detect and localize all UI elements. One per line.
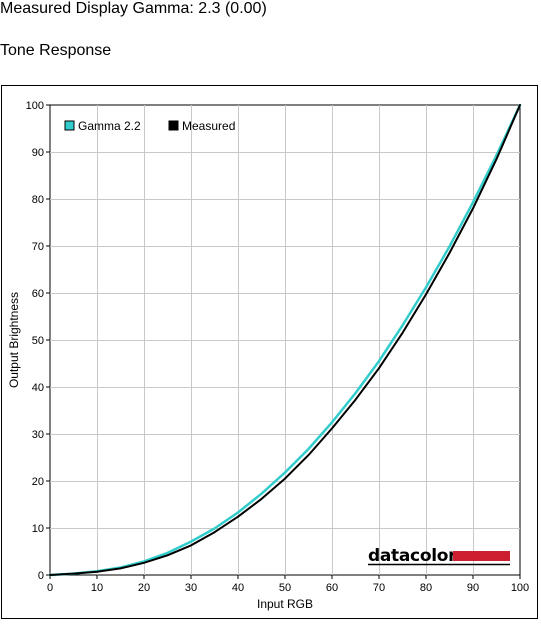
x-tick-label: 60 xyxy=(326,582,338,594)
datacolor-logo: datacolor xyxy=(368,546,510,566)
x-tick-label: 40 xyxy=(232,582,244,594)
y-tick-label: 10 xyxy=(32,523,44,535)
y-tick-label: 100 xyxy=(26,100,44,112)
series-line-measured xyxy=(49,104,521,576)
y-tick-label: 0 xyxy=(38,570,44,582)
y-tick-label: 30 xyxy=(32,429,44,441)
x-tick-label: 100 xyxy=(511,582,529,594)
y-tick-label: 40 xyxy=(32,382,44,394)
x-tick-label: 90 xyxy=(467,582,479,594)
legend-label: Measured xyxy=(182,119,235,133)
legend: Gamma 2.2 Measured xyxy=(64,119,235,133)
x-tick-label: 70 xyxy=(373,582,385,594)
series-lines xyxy=(48,103,522,577)
series-line-gamma-2-2 xyxy=(48,103,522,577)
grid-lines xyxy=(50,105,520,575)
legend-swatch xyxy=(168,120,179,131)
page-title: Measured Display Gamma: 2.3 (0.00) xyxy=(0,0,267,17)
x-tick-label: 50 xyxy=(279,582,291,594)
x-tick-label: 30 xyxy=(185,582,197,594)
x-tick-label: 0 xyxy=(47,582,53,594)
y-tick-label: 90 xyxy=(32,147,44,159)
logo-text: datacolor xyxy=(368,546,457,566)
y-tick-label: 60 xyxy=(32,288,44,300)
y-axis-ticks: 0 10 20 30 40 50 60 70 80 90 100 xyxy=(26,100,50,582)
y-tick-label: 50 xyxy=(32,335,44,347)
legend-swatch xyxy=(64,120,75,131)
x-tick-label: 20 xyxy=(138,582,150,594)
x-tick-label: 10 xyxy=(91,582,103,594)
logo-accent-bar xyxy=(453,551,510,561)
section-title: Tone Response xyxy=(0,42,112,59)
y-tick-label: 80 xyxy=(32,194,44,206)
x-axis-ticks: 0 10 20 30 40 50 60 70 80 90 100 xyxy=(47,575,529,594)
x-tick-label: 80 xyxy=(420,582,432,594)
legend-label: Gamma 2.2 xyxy=(78,119,141,133)
y-axis-label: Output Brightness xyxy=(7,292,21,388)
y-tick-label: 20 xyxy=(32,476,44,488)
y-tick-label: 70 xyxy=(32,241,44,253)
x-axis-label: Input RGB xyxy=(257,597,313,611)
